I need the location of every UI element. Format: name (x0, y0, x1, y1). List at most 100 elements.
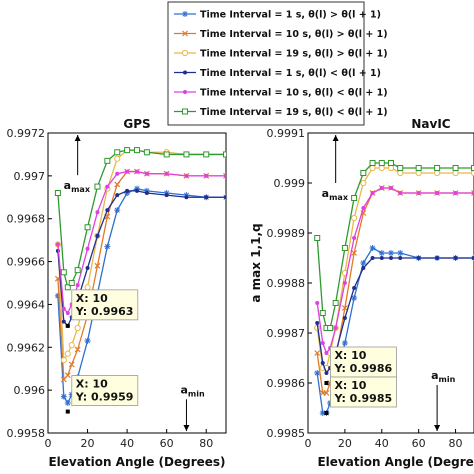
legend-label: Time Interval = 19 s, θ(l) < θ(l + 1) (200, 107, 388, 118)
data-point (452, 169, 459, 177)
y-tick-label: 0.9991 (267, 127, 306, 140)
data-point (416, 256, 421, 260)
legend-entry: Time Interval = 1 s, θ(l) < θ(l + 1) (174, 68, 381, 79)
data-point (223, 172, 226, 179)
y-tick-label: 0.9986 (267, 377, 306, 390)
data-point (416, 191, 421, 195)
legend-entry: Time Interval = 19 s, θ(l) < θ(l + 1) (174, 107, 388, 118)
datatip-box (330, 346, 397, 378)
data-point (74, 346, 81, 353)
arrow-head (434, 425, 441, 431)
gps-plot: GPS 0.9958 0.996 0.9962 0.9964 0.9966 0.9968 0.… (7, 117, 227, 469)
legend-label: Time Interval = 1 s, θ(l) > θ(l + 1) (200, 10, 381, 21)
legend-marker (182, 30, 188, 37)
data-point (54, 190, 61, 196)
data-point (314, 350, 321, 356)
x-tick-label: 0 (45, 437, 52, 450)
data-point (95, 233, 100, 238)
data-point (184, 173, 189, 178)
series-line (316, 187, 474, 355)
y-tick-label: 0.9966 (7, 256, 46, 269)
data-point (341, 245, 348, 251)
y-tick-label: 0.9985 (267, 427, 306, 440)
data-point (104, 243, 111, 250)
legend-marker (182, 108, 188, 115)
data-point (415, 165, 422, 171)
series (315, 186, 474, 355)
arrow-head (183, 425, 190, 431)
data-point (378, 160, 385, 166)
data-point (378, 164, 385, 172)
data-point (74, 324, 81, 332)
data-point (114, 155, 121, 162)
data-point (143, 187, 150, 194)
data-point (379, 256, 384, 260)
data-point (389, 186, 393, 190)
data-point (315, 321, 320, 325)
data-point (64, 284, 71, 291)
data-point (471, 165, 474, 171)
x-tick-label: 60 (160, 437, 174, 450)
data-point (351, 214, 358, 222)
data-point (94, 262, 101, 269)
data-point (85, 266, 90, 270)
y-axis-label: a max 1,1,q (249, 223, 263, 302)
x-tick-label: 20 (338, 437, 352, 450)
data-point (223, 151, 226, 158)
legend-entry: Time Interval = 10 s, θ(l) > θ(l + 1) (174, 29, 388, 40)
data-point (452, 165, 459, 171)
data-point (324, 371, 329, 375)
data-point (327, 325, 334, 331)
data-point (319, 410, 326, 416)
data-point (379, 186, 384, 190)
navic-plot: NavIC 0.9985 0.9986 0.9987 0.9988 0.9989 0.999… (249, 117, 474, 469)
data-point (351, 250, 358, 256)
data-point (164, 171, 169, 176)
data-point (332, 300, 339, 306)
data-point (315, 301, 320, 305)
data-point (397, 169, 404, 177)
data-point (360, 179, 367, 187)
data-point (341, 340, 348, 346)
data-point (352, 286, 357, 290)
y-tick-label: 0.9988 (267, 277, 306, 290)
data-point (74, 267, 81, 274)
data-point (398, 256, 403, 260)
data-point (104, 157, 111, 164)
data-point (114, 181, 121, 188)
data-point (114, 149, 121, 156)
data-point (68, 342, 75, 349)
data-point (369, 245, 376, 251)
datatip-marker (65, 323, 70, 328)
data-point (224, 173, 226, 178)
y-tick-label: 0.9958 (7, 427, 46, 440)
datatip-text: Y: 0.9963 (75, 305, 134, 318)
series-line (316, 257, 474, 375)
plot-title: GPS (123, 117, 150, 131)
legend-marker (183, 90, 187, 94)
y-tick-label: 0.9968 (7, 213, 46, 226)
data-point (314, 370, 321, 376)
data-point (320, 341, 325, 345)
series (54, 147, 226, 291)
data-point (369, 160, 376, 166)
series-line (316, 167, 474, 369)
datatip-marker (65, 409, 70, 414)
data-point (388, 250, 394, 256)
data-point (361, 266, 366, 270)
data-point (94, 183, 101, 190)
datatip-text: Y: 0.9986 (333, 362, 392, 375)
data-point (105, 208, 110, 213)
legend-label: Time Interval = 19 s, θ(l) > θ(l + 1) (200, 49, 388, 60)
legend-label: Time Interval = 10 s, θ(l) < θ(l + 1) (200, 88, 388, 99)
x-tick-label: 60 (412, 437, 426, 450)
data-point (204, 173, 209, 178)
data-point (204, 195, 209, 200)
arrow-head (332, 135, 339, 141)
datatip-text: Y: 0.9959 (75, 391, 134, 404)
data-point (85, 246, 90, 251)
data-point (61, 319, 66, 324)
datatip-text: X: 10 (76, 292, 108, 305)
data-point (352, 236, 357, 240)
data-point (224, 195, 226, 200)
